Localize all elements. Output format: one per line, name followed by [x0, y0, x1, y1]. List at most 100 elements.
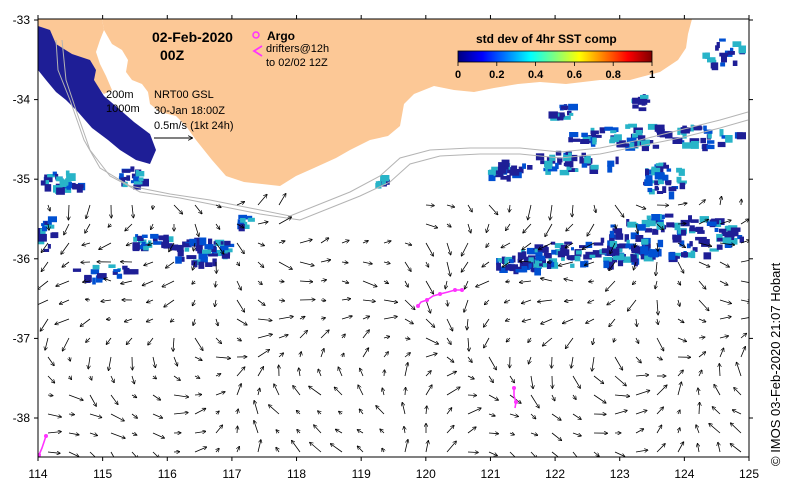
- current-vector-icon: [657, 242, 658, 251]
- current-vector-icon: [278, 335, 288, 339]
- current-vector-icon: [698, 444, 700, 453]
- depth-200-label: 200m: [106, 89, 134, 101]
- current-vector-icon: [677, 442, 684, 453]
- current-vector-icon: [633, 281, 636, 284]
- current-vector-icon: [357, 430, 364, 434]
- current-vector-icon: [314, 425, 322, 434]
- current-vector-icon: [320, 280, 326, 281]
- current-vector-icon: [341, 240, 349, 243]
- current-vector-icon: [484, 337, 490, 348]
- y-tick-label: -36: [13, 252, 31, 266]
- x-tick-label: 122: [545, 467, 565, 481]
- current-vector-icon: [254, 421, 259, 434]
- current-vector-icon: [719, 336, 728, 338]
- current-vector-icon: [404, 338, 410, 339]
- current-vector-icon: [86, 337, 91, 342]
- current-vector-icon: [342, 353, 344, 357]
- current-vector-icon: [425, 385, 432, 396]
- current-vector-icon: [47, 413, 61, 417]
- current-vector-icon: [216, 411, 219, 414]
- current-vector-icon: [572, 432, 581, 436]
- current-vector-icon: [425, 441, 428, 453]
- current-vector-icon: [297, 430, 300, 433]
- current-vector-icon: [550, 204, 553, 220]
- current-vector-icon: [152, 356, 155, 368]
- current-vector-icon: [588, 300, 595, 303]
- current-vector-icon: [358, 385, 364, 396]
- current-vector-icon: [606, 280, 616, 291]
- y-tick-label: -33: [13, 13, 31, 27]
- current-vector-icon: [719, 280, 728, 285]
- current-vector-icon: [566, 223, 574, 231]
- current-vector-icon: [610, 242, 616, 254]
- current-vector-icon: [572, 375, 580, 388]
- current-vector-icon: [719, 261, 729, 267]
- current-vector-icon: [309, 386, 322, 396]
- current-vector-icon: [446, 205, 454, 207]
- current-vector-icon: [467, 408, 481, 415]
- current-vector-icon: [237, 409, 238, 415]
- current-vector-icon: [709, 424, 721, 434]
- current-vector-icon: [338, 367, 343, 377]
- current-vector-icon: [614, 395, 630, 396]
- current-vector-icon: [215, 223, 220, 229]
- y-tick-label: -38: [13, 411, 31, 425]
- current-vector-icon: [484, 318, 490, 327]
- current-vector-icon: [194, 204, 202, 214]
- map-frame: [37, 18, 750, 458]
- current-vector-icon: [528, 337, 531, 342]
- current-vector-icon: [144, 261, 154, 265]
- current-vector-icon: [404, 440, 408, 453]
- current-vector-icon: [447, 299, 448, 306]
- current-vector-icon: [88, 356, 90, 369]
- current-vector-icon: [656, 337, 664, 351]
- current-vector-icon: [193, 261, 196, 270]
- current-vector-icon: [609, 261, 616, 271]
- current-vector-icon: [236, 338, 241, 341]
- current-vector-icon: [467, 427, 476, 434]
- current-vector-icon: [677, 203, 687, 205]
- current-vector-icon: [565, 300, 574, 301]
- current-vector-icon: [89, 394, 96, 406]
- current-vector-icon: [318, 369, 322, 377]
- current-vector-icon: [446, 318, 453, 331]
- y-tick-label: -34: [13, 93, 31, 107]
- current-vector-icon: [341, 299, 350, 300]
- current-vector-icon: [215, 357, 230, 358]
- current-vector-icon: [614, 375, 626, 386]
- current-vector-icon: [110, 375, 114, 383]
- current-vector-icon: [461, 261, 469, 272]
- current-vector-icon: [467, 375, 474, 379]
- current-vector-icon: [656, 385, 667, 396]
- current-vector-icon: [719, 364, 720, 377]
- current-vector-icon: [153, 376, 156, 379]
- current-vector-icon: [520, 281, 532, 282]
- current-vector-icon: [151, 223, 153, 229]
- current-vector-icon: [404, 427, 405, 434]
- x-tick-label: 117: [222, 467, 241, 481]
- current-vector-icon: [47, 452, 60, 453]
- current-vector-icon: [509, 414, 518, 417]
- current-vector-icon: [68, 204, 69, 220]
- current-vector-icon: [257, 440, 261, 453]
- current-vector-icon: [531, 375, 533, 389]
- current-vector-icon: [589, 281, 595, 282]
- current-vector-icon: [462, 242, 469, 256]
- current-vector-icon: [257, 280, 262, 284]
- current-vector-icon: [678, 299, 680, 306]
- current-vector-icon: [677, 382, 681, 396]
- current-vector-icon: [552, 394, 555, 401]
- current-vector-icon: [488, 375, 493, 382]
- current-vector-icon: [634, 261, 637, 270]
- current-vector-icon: [585, 261, 595, 265]
- current-vector-icon: [522, 318, 532, 322]
- current-vector-icon: [488, 204, 498, 215]
- current-vector-icon: [698, 220, 708, 225]
- argo-label: Argo: [267, 29, 295, 43]
- depth-1000-label: 1000m: [106, 103, 140, 115]
- current-vector-icon: [193, 242, 195, 251]
- current-vector-icon: [656, 407, 663, 415]
- current-vector-icon: [299, 331, 307, 339]
- current-vector-icon: [194, 337, 203, 350]
